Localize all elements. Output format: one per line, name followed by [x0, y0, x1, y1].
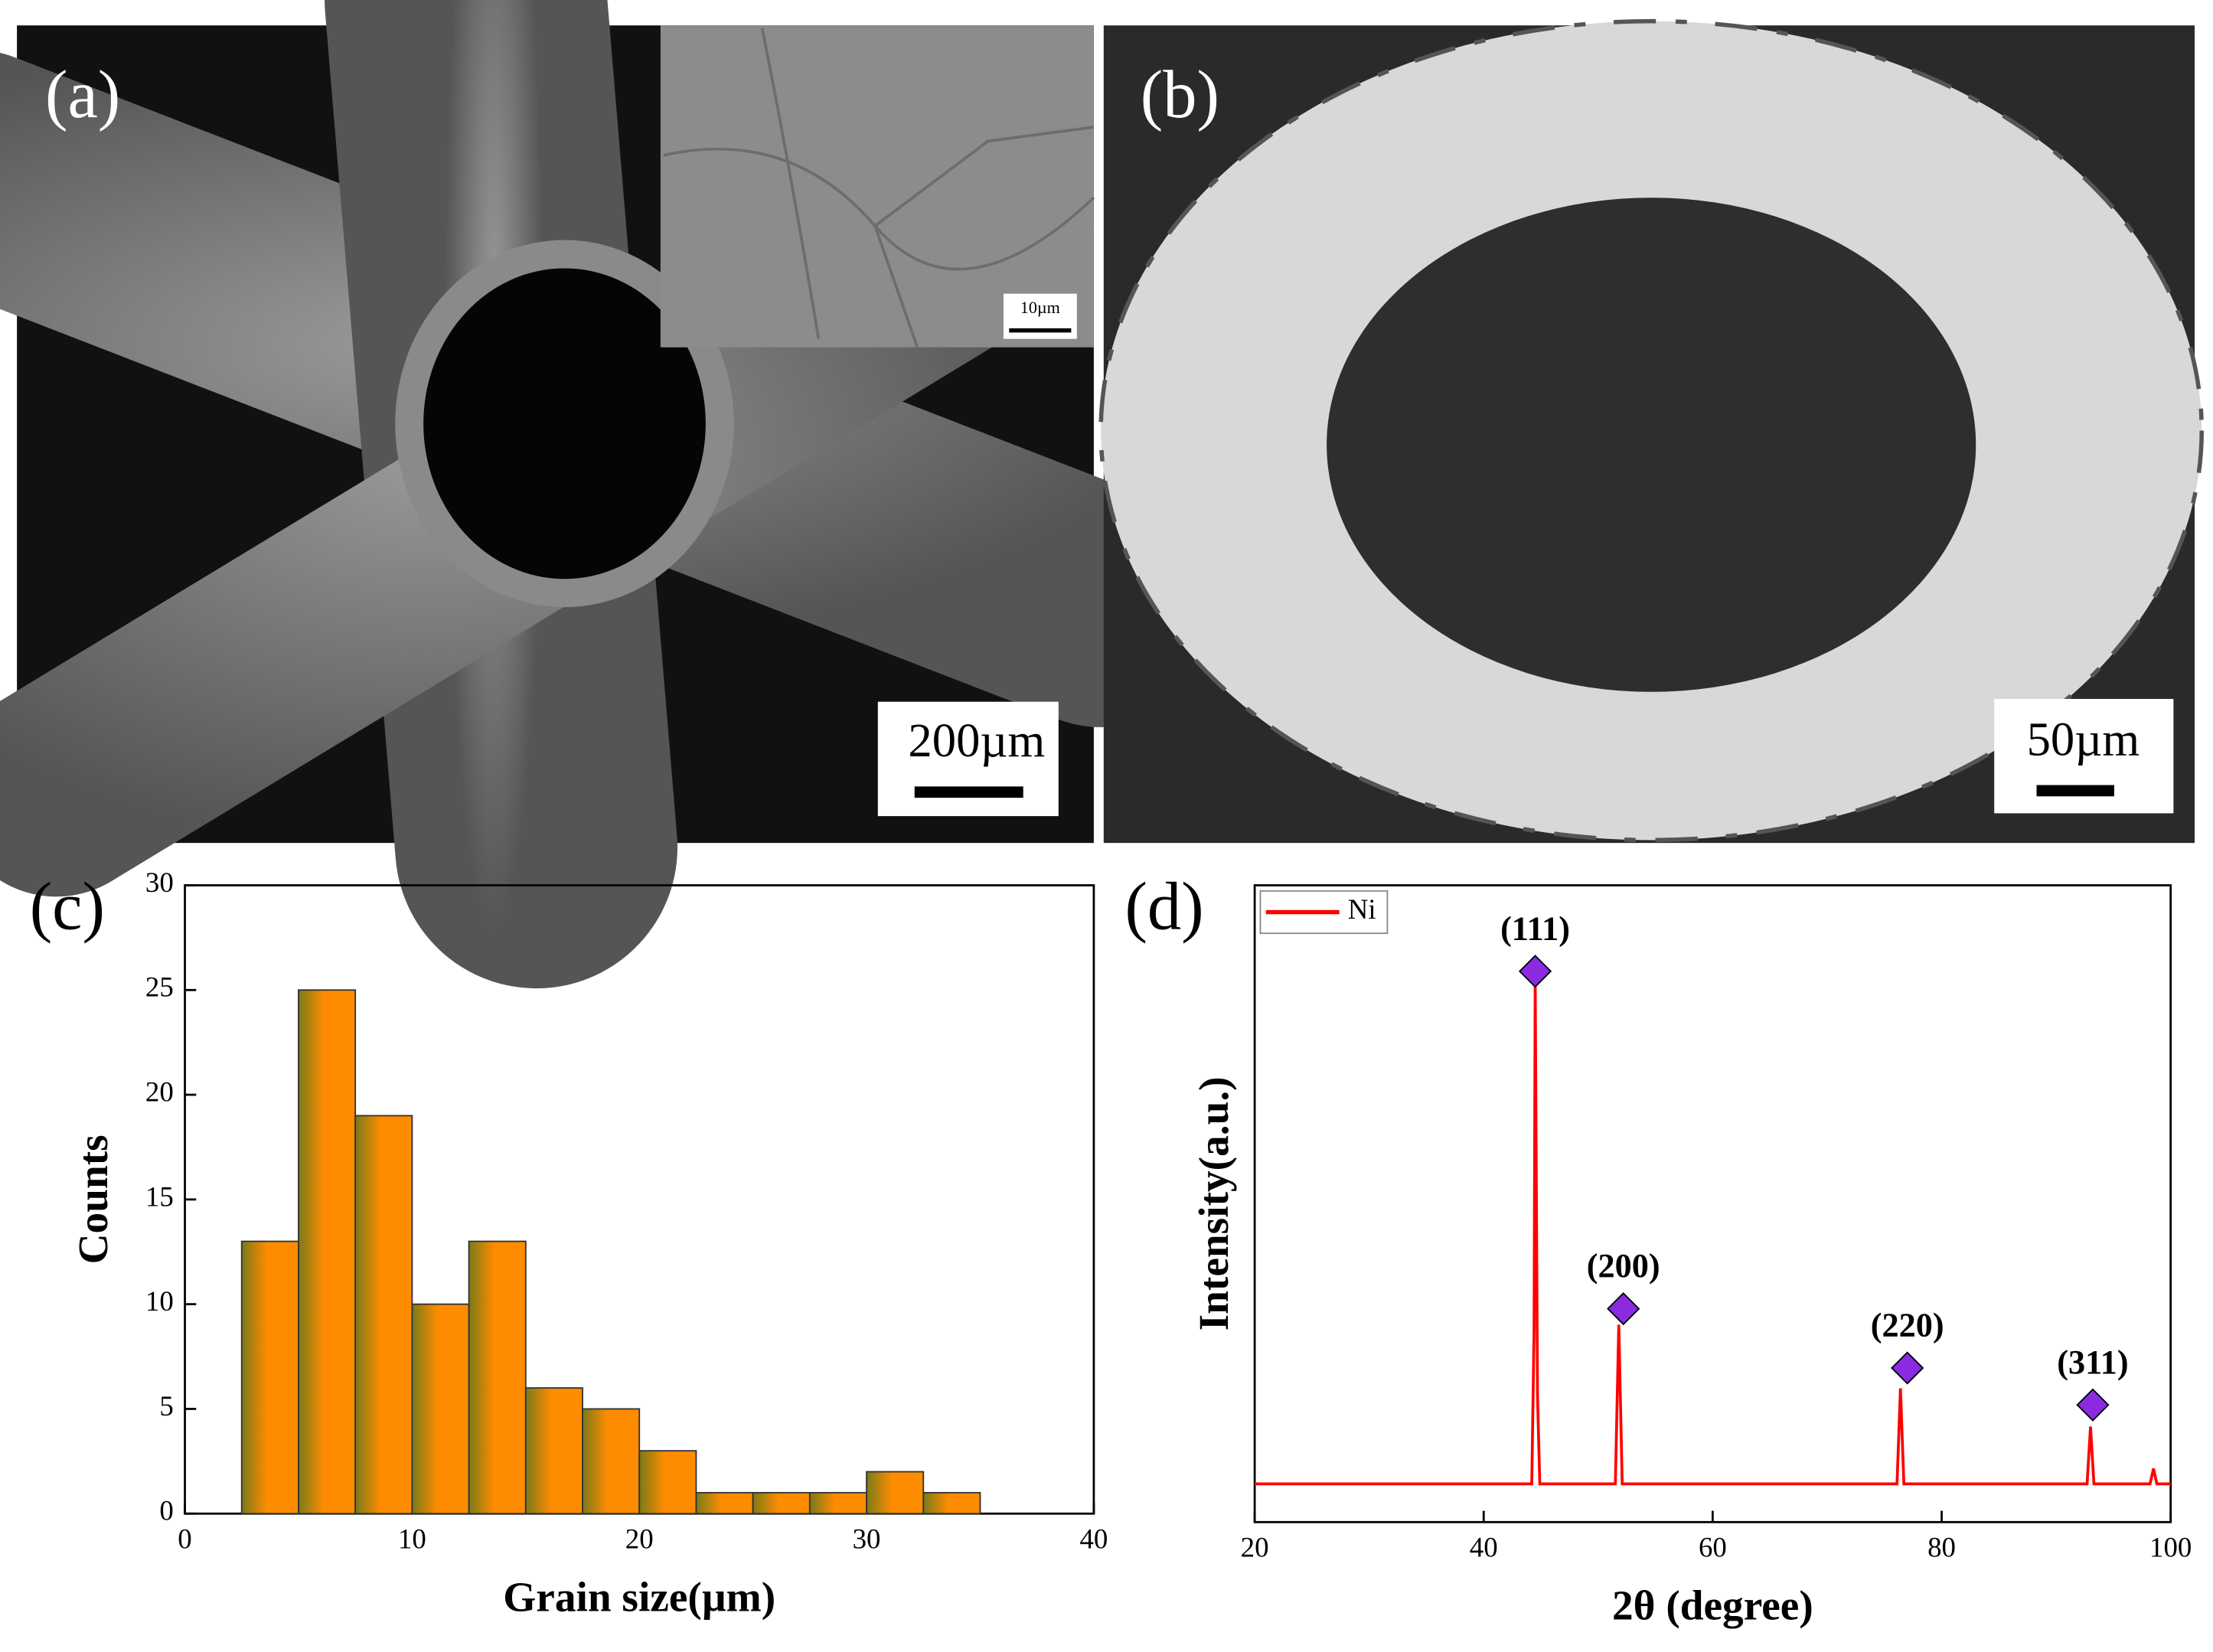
peak-label: (200) — [1587, 1247, 1660, 1285]
x-axis-title: 2θ (degree) — [1612, 1582, 1813, 1628]
panel-label: (d) — [1124, 870, 1203, 945]
x-tick-label: 100 — [2149, 1532, 2192, 1563]
peak-marker — [1607, 1292, 1640, 1326]
peak-marker — [2076, 1388, 2110, 1422]
x-tick-label: 20 — [625, 1523, 654, 1555]
peak-marker — [1891, 1351, 1924, 1385]
panel-label: (a) — [45, 57, 120, 132]
y-tick-label: 0 — [159, 1495, 173, 1526]
line — [1255, 981, 2171, 1486]
y-tick-label: 30 — [145, 867, 174, 898]
y-tick-label: 10 — [145, 1285, 174, 1317]
x-tick-label: 0 — [178, 1523, 191, 1555]
micrograph-b: 50µm (b) — [1098, 18, 2205, 844]
peak-label: (220) — [1871, 1307, 1944, 1344]
bar — [468, 1240, 527, 1515]
x-tick-label: 10 — [398, 1523, 426, 1555]
scale-bar: 200µm — [908, 713, 1045, 767]
x-tick-label: 40 — [1079, 1523, 1108, 1555]
x-tick-label: 20 — [1241, 1532, 1269, 1563]
bar — [582, 1408, 641, 1515]
x-tick-label: 30 — [853, 1523, 881, 1555]
bar — [922, 1491, 981, 1515]
x-tick-label: 80 — [1927, 1532, 1956, 1563]
y-tick-label: 25 — [145, 971, 174, 1003]
plot-frame — [1253, 884, 2172, 1523]
x-axis-title: Grain size(µm) — [503, 1573, 775, 1620]
bar — [298, 989, 357, 1515]
peak-marker — [1518, 955, 1552, 988]
micrograph-a: 10µm 200µm (a) — [0, 0, 1221, 989]
y-axis-title: Intensity(a.u.) — [1190, 1076, 1237, 1330]
bar — [752, 1491, 811, 1515]
y-tick-label: 15 — [145, 1180, 174, 1212]
bar — [808, 1491, 867, 1515]
y-axis-title: Counts — [70, 1135, 116, 1264]
bar — [866, 1471, 925, 1515]
bar — [524, 1387, 583, 1515]
bar — [240, 1240, 299, 1515]
charts: 0 10 20 30 40 0 5 10 15 20 25 30 Grain size(µm) Count… — [30, 867, 2192, 1628]
bar — [354, 1115, 413, 1515]
panel-label: (b) — [1141, 57, 1219, 132]
bar — [638, 1450, 697, 1515]
legend-label: Ni — [1348, 893, 1376, 925]
x-tick-label: 40 — [1470, 1532, 1498, 1563]
y-tick-label: 20 — [145, 1076, 174, 1108]
peak-label: (311) — [2057, 1343, 2128, 1381]
panel-label: (c) — [30, 870, 105, 945]
y-tick-label: 5 — [159, 1390, 173, 1422]
x-tick-label: 60 — [1699, 1532, 1727, 1563]
peak-label: (111) — [1500, 909, 1570, 947]
bar — [695, 1491, 754, 1515]
inset-scale-bar: 10µm — [1020, 298, 1060, 317]
bar — [411, 1303, 470, 1515]
scale-bar: 50µm — [2027, 712, 2140, 766]
